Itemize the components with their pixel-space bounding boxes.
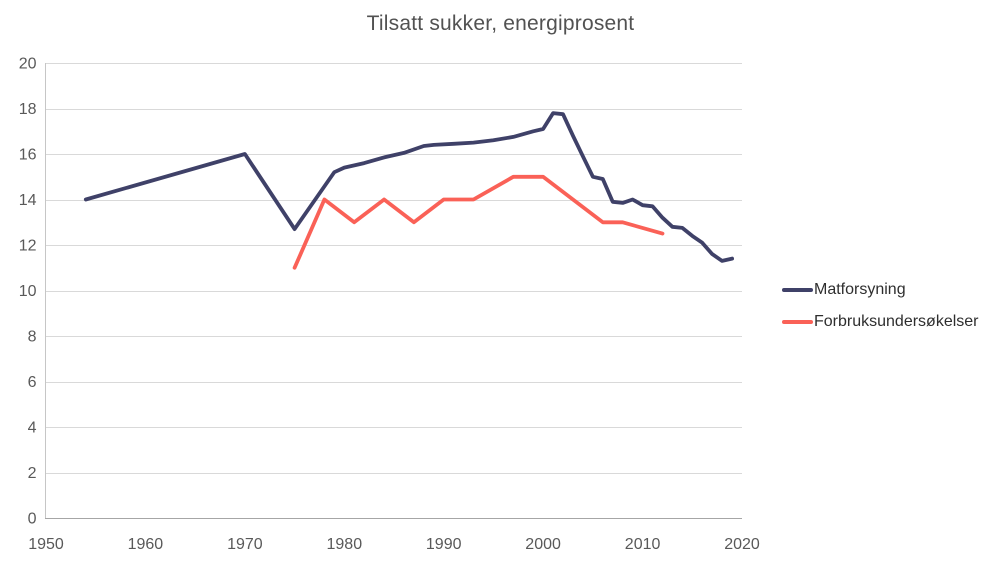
y-tick-label: 10 (19, 283, 37, 300)
x-tick-label: 2010 (625, 536, 661, 553)
legend-item-forbruksundersokelser: Forbruksundersøkelser (782, 311, 997, 332)
legend-line-swatch-forbruksundersokelser (782, 319, 813, 324)
x-tick-label: 1960 (128, 536, 164, 553)
legend-label-forbruksundersokelser: Forbruksundersøkelser (814, 312, 979, 330)
y-tick-label: 8 (28, 329, 37, 346)
x-tick-label: 1970 (227, 536, 263, 553)
y-tick-label: 14 (19, 192, 37, 209)
y-tick-label: 18 (19, 101, 37, 118)
legend-label-matforsyning: Matforsyning (814, 280, 906, 298)
y-tick-label: 4 (28, 420, 37, 437)
legend-item-matforsyning: Matforsyning (782, 279, 997, 300)
y-tick-label: 12 (19, 238, 37, 255)
chart-title: Tilsatt sukker, energiprosent (366, 12, 635, 35)
x-tick-label: 1980 (327, 536, 363, 553)
y-tick-label: 16 (19, 147, 37, 164)
legend-line-swatch-matforsyning (782, 287, 813, 292)
y-tick-label: 0 (28, 511, 37, 528)
y-tick-label: 2 (28, 465, 37, 482)
legend: Matforsyning Forbruksundersøkelser (782, 279, 997, 343)
y-tick-label: 20 (19, 56, 37, 73)
x-tick-label: 1990 (426, 536, 462, 553)
x-tick-label: 2000 (525, 536, 561, 553)
series-line-forbruksundersokelser (292, 174, 665, 270)
series-line-matforsyning (83, 111, 734, 263)
x-tick-label: 1950 (28, 536, 64, 553)
y-tick-label: 6 (28, 374, 37, 391)
x-tick-label: 2020 (724, 536, 760, 553)
